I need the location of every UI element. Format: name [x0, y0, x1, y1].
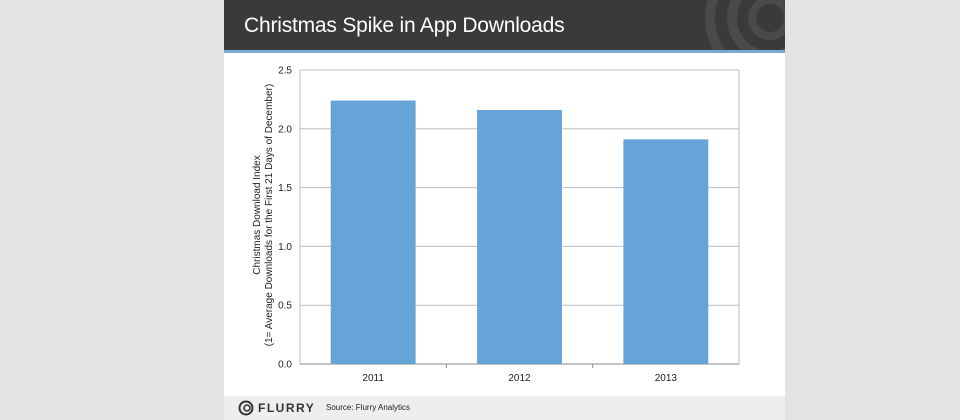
y-axis-label-line-1: Christmas Download Index [252, 155, 263, 275]
flurry-logo-icon [238, 400, 254, 416]
flurry-logo: FLURRY [238, 400, 315, 416]
slide-footer: FLURRY Source: Flurry Analytics [224, 396, 785, 420]
bar-chart: 0.0 0.5 1.0 1.5 2.0 2.5 2011 2012 2013 Christmas… [252, 66, 740, 385]
source-note: Source: Flurry Analytics [326, 403, 411, 412]
y-tick-label: 0.0 [278, 360, 292, 371]
y-tick-label: 0.5 [278, 301, 292, 312]
slide-header: Christmas Spike in App Downloads [224, 0, 785, 50]
x-tick-label: 2011 [362, 373, 384, 384]
y-tick-label: 1.5 [278, 183, 292, 194]
tick-layer: 0.0 0.5 1.0 1.5 2.0 2.5 2011 2012 2013 [278, 66, 677, 385]
x-tick-label: 2013 [655, 373, 678, 384]
bar-layer [330, 100, 709, 365]
decorative-circles-icon [705, 0, 785, 50]
bar-2012 [477, 109, 562, 364]
y-tick-label: 2.5 [278, 66, 292, 77]
y-axis-label-line-2: (1= Average Downloads for the First 21 D… [264, 84, 275, 346]
y-tick-label: 1.0 [278, 242, 292, 253]
bar-2011 [330, 100, 416, 365]
brand-name: FLURRY [258, 401, 316, 415]
slide: Christmas Spike in App Downloads 0.0 0.5 1… [224, 0, 785, 420]
bar-2013 [623, 139, 709, 364]
header-accent-line [224, 50, 785, 53]
y-tick-label: 2.0 [278, 124, 292, 135]
x-tick-label: 2012 [508, 373, 531, 384]
slide-title: Christmas Spike in App Downloads [244, 14, 565, 37]
